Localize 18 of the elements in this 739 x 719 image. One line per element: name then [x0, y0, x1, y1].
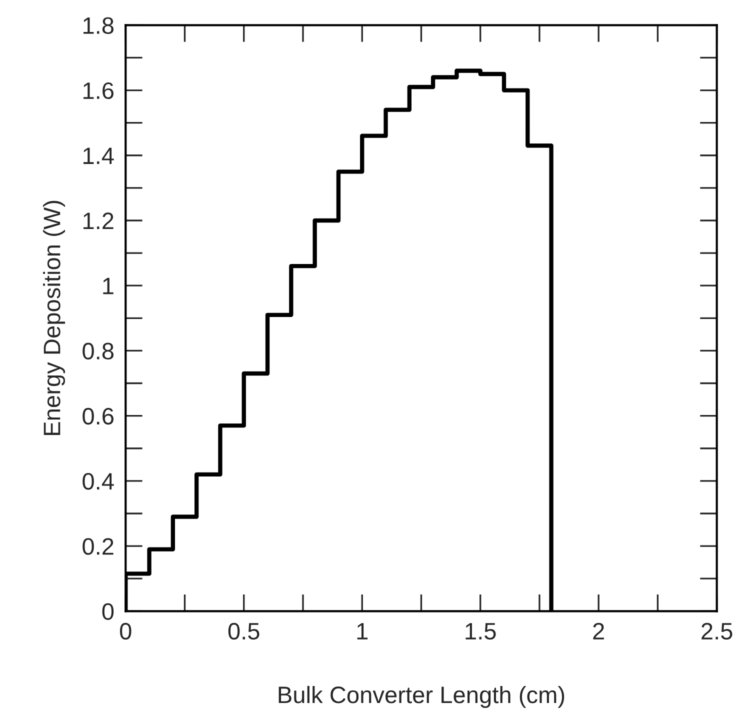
x-tick-label: 0	[120, 622, 132, 640]
y-tick-label: 1.8	[84, 17, 114, 34]
x-tick-label: 2	[593, 622, 604, 640]
y-tick-label: 0	[102, 603, 114, 620]
y-tick-label: 0.8	[82, 342, 114, 360]
x-tick-label: 1.5	[466, 623, 496, 640]
y-tick-label: 1.6	[84, 82, 114, 100]
y-tick-label: 1.2	[84, 212, 114, 230]
y-tick-label: 0.2	[82, 538, 114, 555]
x-tick-label: 0.5	[228, 622, 260, 640]
x-tick-label: 1	[357, 623, 368, 640]
y-tick-label: 1.4	[84, 148, 114, 164]
y-axis-title: Energy Deposition (W)	[43, 200, 66, 435]
y-tick-label: 0.6	[82, 408, 114, 425]
x-axis-title: Bulk Converter Length (cm)	[278, 686, 564, 708]
y-tick-label: 1	[103, 278, 114, 294]
x-tick-label: 2.5	[702, 622, 732, 640]
y-tick-label: 0.4	[82, 473, 114, 490]
